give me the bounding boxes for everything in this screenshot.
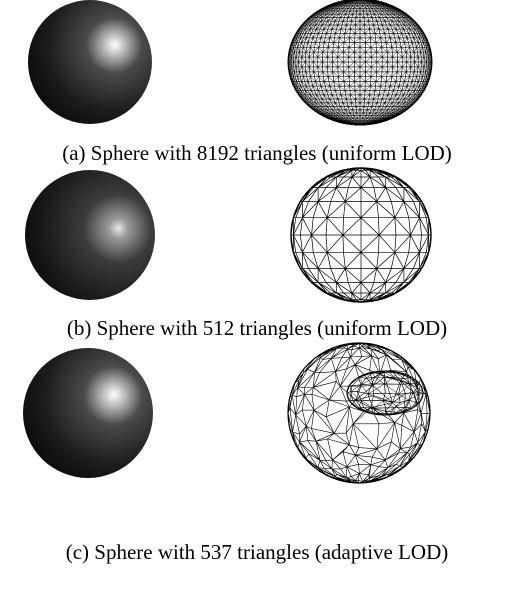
shaded-sphere <box>25 170 155 300</box>
figure: (a) Sphere with 8192 triangles (uniform … <box>0 0 515 594</box>
shaded-sphere <box>28 0 152 124</box>
shaded-sphere <box>23 348 153 478</box>
page: (a) Sphere with 8192 triangles (uniform … <box>0 0 515 594</box>
caption: (b) Sphere with 512 triangles (uniform L… <box>67 316 447 340</box>
wireframe <box>288 0 432 125</box>
caption: (c) Sphere with 537 triangles (adaptive … <box>66 540 449 564</box>
caption: (a) Sphere with 8192 triangles (uniform … <box>62 141 452 165</box>
wireframe <box>288 343 430 483</box>
wireframes <box>288 0 432 483</box>
